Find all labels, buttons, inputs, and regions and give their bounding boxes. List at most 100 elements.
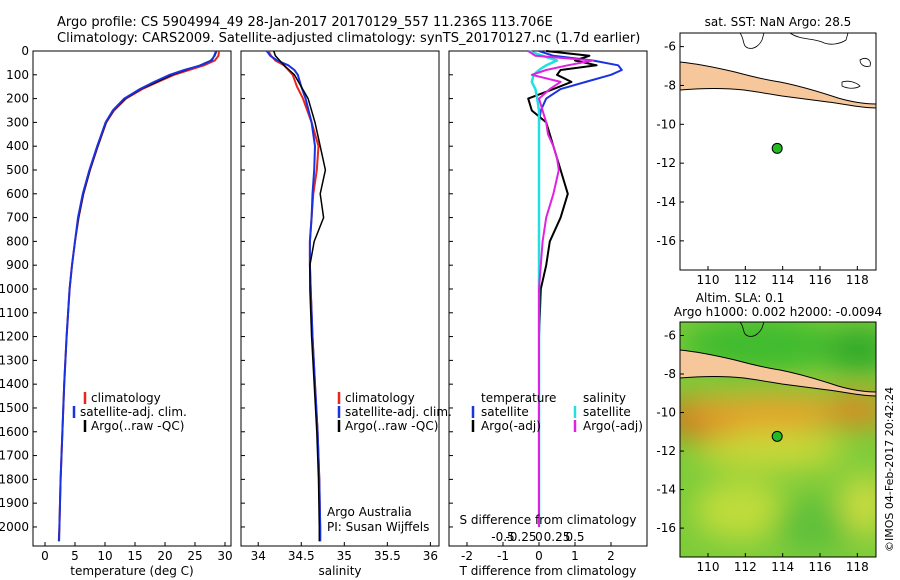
sla-map-frame [679,321,877,558]
x2-tick-label: 0.5 [565,530,584,544]
x-tick-label: 25 [187,549,202,563]
series-line-satellite-adj-clim- [58,50,218,542]
depth-tick-label: 1600 [0,425,29,439]
x-tick-label: 5 [71,549,79,563]
depth-tick-label: 1900 [0,496,29,510]
map-y-tick-label: -6 [664,328,676,342]
x-tick-label: 15 [127,549,142,563]
map-y-tick-label: -8 [664,78,676,92]
sst-map-frame [679,32,877,271]
x2-tick-label: -0.25 [505,530,536,544]
legend-title-salinity: salinity [583,391,626,405]
depth-tick-label: 1200 [0,330,29,344]
series-line-argo-raw-qc- [272,50,327,542]
x-tick-label: 35.5 [374,549,401,563]
x-tick-label: 30 [217,549,232,563]
depth-tick-label: 800 [6,234,29,248]
depth-tick-label: 1500 [0,401,29,415]
x-tick-label: 36 [423,549,438,563]
sla-blob-green-east [825,326,876,374]
salinity-xlabel: salinity [318,564,361,578]
credit-line-1: Argo Australia [327,505,412,519]
salinity-panel-frame [240,50,440,547]
depth-tick-label: 1100 [0,306,29,320]
x-tick-label: 34 [251,549,266,563]
sla-map-axes: 110 112 114 116 118 -6 -8 -10 -12 -14 -16 [656,328,868,574]
legend-label-satellite: satellite-adj. clim. [80,405,187,419]
imos-timestamp: ©IMOS 04-Feb-2017 20:42:24 [883,387,896,552]
map-x-tick-label: 110 [697,560,720,574]
depth-tick-label: 600 [6,187,29,201]
depth-tick-label: 2000 [0,520,29,534]
legend-label-sal-satellite: satellite [583,405,631,419]
temperature-x-axis: 0 5 10 15 20 25 30 [41,542,233,563]
depth-tick-label: 500 [6,163,29,177]
depth-tick-label: 1800 [0,472,29,486]
depth-tick-label: 300 [6,115,29,129]
legend-label-temp-argo: Argo(-adj) [481,419,541,433]
map-x-tick-label: 118 [846,560,869,574]
temperature-legend: climatology satellite-adj. clim. Argo(..… [72,391,187,433]
map-y-tick-label: -12 [656,156,676,170]
temperature-panel-frame [32,50,232,547]
series-line-climatology [57,50,220,542]
legend-label-climatology: climatology [345,391,415,405]
map-y-tick-label: -12 [656,444,676,458]
credit-line-2: PI: Susan Wijffels [327,520,429,534]
sst-map: sat. SST: NaN Argo: 28.5 110 112 114 116 118… [656,15,877,287]
depth-tick-label: 1700 [0,449,29,463]
sla-map-title-1: Altim. SLA: 0.1 [696,291,784,305]
sla-blob-orange-band [680,394,870,430]
sla-blob-yellow-mid [695,430,845,470]
sla-blob-orange-east [828,392,876,428]
x-tick-label: 34.5 [288,549,315,563]
depth-axis: 0 100 200 300 400 500 600 700 800 900 1000 1100 1200… [0,44,453,534]
map-x-tick-label: 114 [771,273,794,287]
sla-map-land-north [739,322,765,337]
legend-label-sal-argo: Argo(-adj) [583,419,643,433]
map-y-tick-label: -14 [656,483,676,497]
map-x-tick-label: 116 [809,560,832,574]
x-tick-label: 35 [337,549,352,563]
series-line-temperature-satellite [538,50,623,527]
header-line-1: Argo profile: CS 5904994_49 28-Jan-2017 … [57,15,553,30]
legend-label-satellite: satellite-adj. clim. [345,405,452,419]
sla-blob-yellow-southeast [840,475,876,535]
sst-map-argo-marker [771,142,783,154]
map-y-tick-label: -16 [656,234,676,248]
sst-map-islands [841,58,871,89]
temperature-series [57,50,220,542]
header-line-2: Climatology: CARS2009. Satellite-adjuste… [57,31,640,46]
map-y-tick-label: -10 [656,406,676,420]
legend-label-argo: Argo(..raw -QC) [91,419,184,433]
difference-xlabel-bottom: T difference from climatology [459,564,637,578]
depth-tick-label: 200 [6,92,29,106]
salinity-series [265,50,327,542]
x-tick-label: 0 [535,549,543,563]
x-tick-label: -1 [497,549,509,563]
sla-map: Altim. SLA: 0.1 Argo h1000: 0.002 h2000:… [656,291,882,574]
sst-map-axes: 110 112 114 116 118 -6 -8 -10 -12 -14 -16 [656,40,868,287]
map-y-tick-label: -6 [664,40,676,54]
temperature-xlabel: temperature (deg C) [70,564,193,578]
legend-label-temp-satellite: satellite [481,405,529,419]
map-y-tick-label: -10 [656,117,676,131]
depth-tick-label: 0 [21,44,29,58]
sla-map-argo-marker [771,430,783,442]
depth-tick-label: 1000 [0,282,29,296]
difference-legend: temperature salinity satellite Argo(-adj… [471,391,643,433]
depth-tick-label: 100 [6,68,29,82]
x-tick-label: 1 [571,549,579,563]
x-tick-label: -2 [461,549,473,563]
series-line-satellite-adj-clim- [265,50,322,542]
series-line-salinity-satellite [527,49,559,527]
sst-map-title: sat. SST: NaN Argo: 28.5 [705,15,852,29]
difference-series [527,49,623,527]
map-x-tick-label: 112 [734,273,757,287]
map-x-tick-label: 114 [771,560,794,574]
series-line-argo-raw-qc- [58,50,217,542]
map-x-tick-label: 112 [734,560,757,574]
series-line-salinity-argo-adj- [527,50,594,527]
difference-xlabel-top: S difference from climatology [460,513,637,527]
